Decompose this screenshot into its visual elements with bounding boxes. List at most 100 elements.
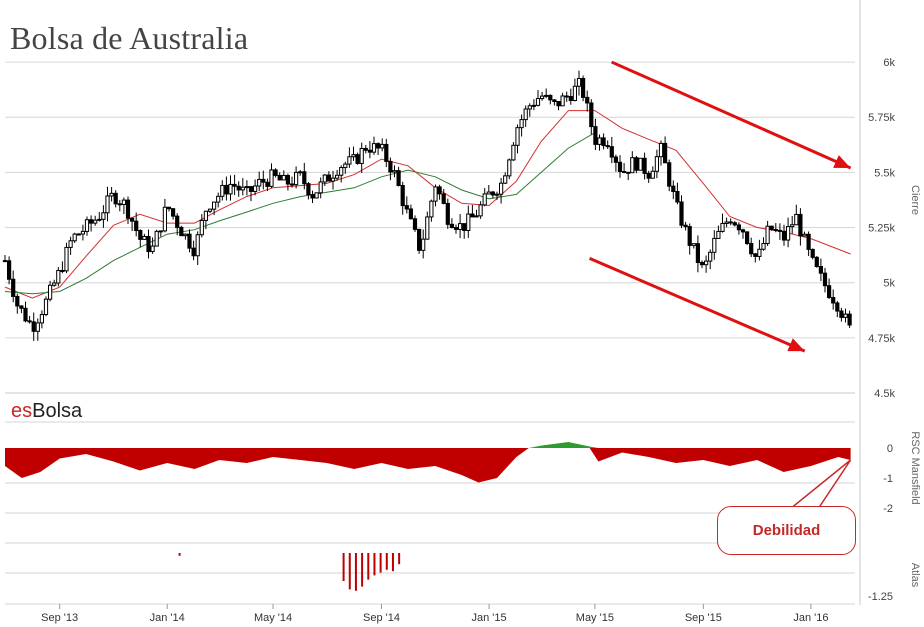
candle-body bbox=[527, 105, 532, 110]
candle-body bbox=[220, 184, 225, 197]
brand-name: Bolsa bbox=[32, 400, 83, 422]
atlas-bar bbox=[361, 553, 364, 587]
candle-body bbox=[31, 321, 36, 332]
candle-body bbox=[371, 143, 377, 153]
candle bbox=[355, 152, 360, 165]
candle-body bbox=[339, 167, 344, 176]
candle-body bbox=[72, 233, 77, 242]
candle bbox=[298, 169, 303, 176]
y-tick-label: -2 bbox=[883, 503, 893, 515]
candle-body bbox=[765, 225, 770, 245]
candle-body bbox=[531, 104, 536, 107]
candle bbox=[564, 91, 569, 102]
candle-body bbox=[597, 137, 602, 145]
candle-body bbox=[306, 183, 311, 196]
candle bbox=[273, 168, 278, 178]
y-tick-label: 0 bbox=[887, 443, 893, 455]
candle-body bbox=[425, 216, 430, 240]
candle bbox=[437, 184, 442, 200]
candle-body bbox=[786, 226, 791, 241]
candle-body bbox=[593, 126, 598, 145]
debilidad-callout: Debilidad bbox=[717, 506, 856, 555]
candle-body bbox=[35, 322, 40, 332]
candle-body bbox=[781, 230, 787, 241]
price-grid bbox=[5, 0, 861, 605]
candle bbox=[581, 75, 586, 102]
candle bbox=[150, 237, 155, 254]
candle bbox=[191, 240, 196, 261]
candle bbox=[35, 318, 40, 341]
x-tick-label: May '15 bbox=[576, 612, 614, 624]
candle bbox=[113, 190, 118, 208]
candle-body bbox=[109, 192, 114, 197]
candle-body bbox=[134, 220, 139, 232]
candle-body bbox=[404, 205, 409, 210]
trend-arrow bbox=[611, 60, 852, 170]
candle-body bbox=[183, 233, 188, 237]
candle-body bbox=[326, 174, 331, 182]
candle bbox=[638, 157, 643, 171]
candle-body bbox=[269, 169, 274, 187]
candle bbox=[281, 170, 286, 181]
candle bbox=[224, 176, 229, 201]
candle-body bbox=[535, 98, 541, 106]
atlas-bar bbox=[398, 553, 401, 565]
atlas-y-axis-label: Atlas bbox=[909, 563, 921, 588]
candle bbox=[220, 180, 225, 201]
candle-body bbox=[712, 237, 717, 253]
candle bbox=[708, 249, 713, 270]
candle bbox=[781, 224, 787, 246]
candle-body bbox=[257, 178, 262, 187]
candle bbox=[253, 179, 258, 196]
candle bbox=[601, 133, 606, 150]
candle bbox=[769, 225, 774, 231]
candle-body bbox=[400, 185, 405, 207]
candle bbox=[72, 232, 77, 243]
candle-body bbox=[716, 230, 721, 239]
moving-averages bbox=[4, 110, 851, 299]
candle bbox=[822, 267, 828, 293]
candle-body bbox=[810, 248, 815, 258]
candle bbox=[556, 101, 561, 111]
candle bbox=[84, 216, 90, 236]
candle bbox=[802, 231, 807, 237]
candle-body bbox=[52, 282, 57, 286]
candle bbox=[384, 138, 389, 168]
candle bbox=[441, 189, 446, 205]
candle bbox=[544, 88, 549, 99]
candle bbox=[523, 105, 528, 127]
candle bbox=[15, 293, 20, 314]
candle-body bbox=[581, 78, 586, 98]
candle-body bbox=[642, 157, 647, 174]
price-candles bbox=[2, 70, 852, 341]
candle-body bbox=[76, 233, 81, 236]
candle-body bbox=[113, 192, 118, 205]
candle bbox=[720, 213, 725, 233]
candle-body bbox=[630, 157, 635, 174]
candle-body bbox=[835, 302, 840, 312]
candle-body bbox=[822, 272, 828, 287]
candle-body bbox=[585, 96, 590, 104]
candle-body bbox=[658, 142, 664, 158]
candle-body bbox=[654, 156, 659, 172]
trend-arrow-head bbox=[833, 155, 851, 168]
candle bbox=[318, 177, 323, 199]
candle-body bbox=[56, 269, 61, 284]
candle-body bbox=[130, 217, 135, 222]
candle-body bbox=[572, 85, 577, 102]
candle bbox=[269, 163, 274, 188]
candle-body bbox=[117, 203, 122, 206]
trend-arrows bbox=[589, 60, 852, 353]
atlas-bar bbox=[178, 553, 181, 556]
candle bbox=[326, 171, 331, 182]
candle bbox=[540, 91, 545, 101]
y-tick-label: 4.5k bbox=[874, 388, 895, 400]
candle bbox=[671, 180, 676, 200]
candle-body bbox=[191, 247, 196, 257]
candle bbox=[351, 146, 356, 161]
candle bbox=[728, 218, 733, 226]
candle bbox=[146, 229, 151, 259]
candle bbox=[404, 196, 409, 214]
candle-body bbox=[613, 156, 618, 163]
candle bbox=[376, 142, 381, 156]
